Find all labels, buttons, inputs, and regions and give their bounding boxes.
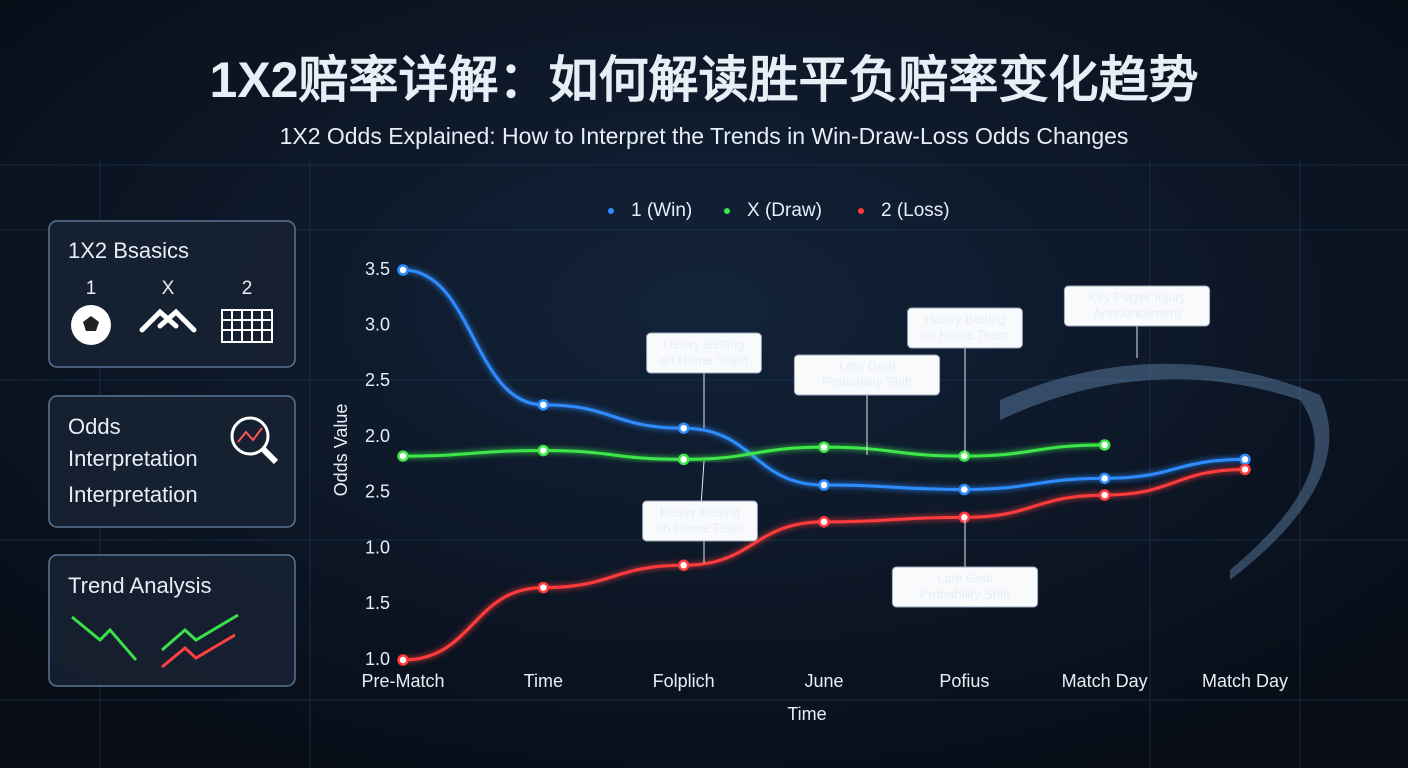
data-point xyxy=(397,450,409,462)
panel-item: 2 xyxy=(242,278,253,299)
annotation-text: Late Goal xyxy=(839,358,895,373)
annotation-text: Late Goal xyxy=(937,570,993,585)
data-point xyxy=(397,654,409,666)
data-point xyxy=(1098,489,1111,501)
y-tick-label: 3.0 xyxy=(365,314,390,334)
data-point xyxy=(397,264,409,276)
x-tick-label: June xyxy=(804,671,843,691)
annotation-text: on Home Team xyxy=(656,520,744,535)
data-point xyxy=(537,444,550,457)
annotation-text: Heavy Betting xyxy=(660,504,741,519)
y-tick-label: 1.5 xyxy=(365,593,390,613)
legend-label: 1 (Win) xyxy=(631,200,692,221)
annotation-text: Heavy Betting xyxy=(664,336,745,351)
goal-icon xyxy=(221,309,273,343)
data-point xyxy=(1098,472,1111,485)
panel-line: Interpretation xyxy=(68,482,198,507)
y-axis-label: Odds Value xyxy=(331,404,351,497)
panel-line: Odds xyxy=(68,414,121,439)
legend-label: 2 (Loss) xyxy=(881,200,950,221)
annotation-text: Key Player Injury xyxy=(1088,289,1187,304)
panel-title: 1X2 Bsasics xyxy=(68,238,189,263)
y-tick-label: 2.5 xyxy=(365,370,390,390)
y-tick-label: 1.0 xyxy=(365,649,390,669)
data-point xyxy=(537,581,550,594)
annotation-box xyxy=(646,332,762,374)
handshake-icon xyxy=(139,308,197,333)
data-point xyxy=(818,479,830,491)
panel-title: Trend Analysis xyxy=(68,573,211,598)
data-point xyxy=(677,559,690,572)
series-line xyxy=(402,443,1105,461)
annotation-text: on Home Team xyxy=(660,352,748,367)
data-point xyxy=(958,450,971,462)
magnifier-icon xyxy=(230,416,279,465)
annotation-text: Heavy Betting xyxy=(925,311,1006,326)
legend-swatch-dot xyxy=(858,208,864,214)
y-tick-label: 2.5 xyxy=(365,482,390,502)
subtitle: 1X2 Odds Explained: How to Interpret the… xyxy=(280,123,1129,149)
x-tick-label: Pofius xyxy=(939,671,989,691)
panel-item: X xyxy=(162,278,175,299)
side-panels: 1X2 Bsasics 1 X 2 Odds Interpretation In… xyxy=(48,220,296,687)
x-tick-label: Pre-Match xyxy=(361,671,444,691)
data-point xyxy=(818,516,830,528)
annotation-box xyxy=(642,500,758,542)
annotation-box xyxy=(793,354,941,396)
data-point xyxy=(677,422,690,434)
y-tick-label: 3.5 xyxy=(365,259,390,279)
x-tick-label: Match Day xyxy=(1202,671,1288,691)
trend-icon xyxy=(71,613,239,669)
panel xyxy=(48,554,296,687)
legend-swatch-dot xyxy=(724,208,730,214)
x-axis-label: Time xyxy=(787,704,826,724)
data-point xyxy=(1239,453,1251,466)
ball-icon xyxy=(71,305,111,345)
x-tick-label: Folplich xyxy=(653,671,715,691)
panel-line: Interpretation xyxy=(68,446,198,471)
annotation-box xyxy=(1063,285,1211,327)
annotation-text: on Home Team xyxy=(921,327,1009,342)
y-tick-label: 1.0 xyxy=(365,537,390,557)
data-point xyxy=(1239,463,1251,476)
annotation-box xyxy=(907,307,1023,349)
x-tick-label: Time xyxy=(524,671,563,691)
data-point xyxy=(958,483,971,496)
legend-label: X (Draw) xyxy=(747,200,822,221)
data-point xyxy=(818,441,830,453)
data-point xyxy=(1098,439,1111,451)
title: 1X2赔率详解：如何解读胜平负赔率变化趋势 xyxy=(210,52,1199,108)
data-point xyxy=(537,399,550,411)
y-tick-label: 2.0 xyxy=(365,426,390,446)
legend-swatch-dot xyxy=(608,208,614,214)
panel-item: 1 xyxy=(86,278,97,299)
annotation-text: Probability Shift xyxy=(920,586,1011,601)
annotation-text: Probability Shift xyxy=(822,374,913,389)
annotation-text: Announcement xyxy=(1093,305,1181,320)
x-tick-label: Match Day xyxy=(1062,671,1148,691)
data-point xyxy=(677,453,690,466)
data-point xyxy=(958,511,971,524)
annotation-box xyxy=(891,566,1039,608)
